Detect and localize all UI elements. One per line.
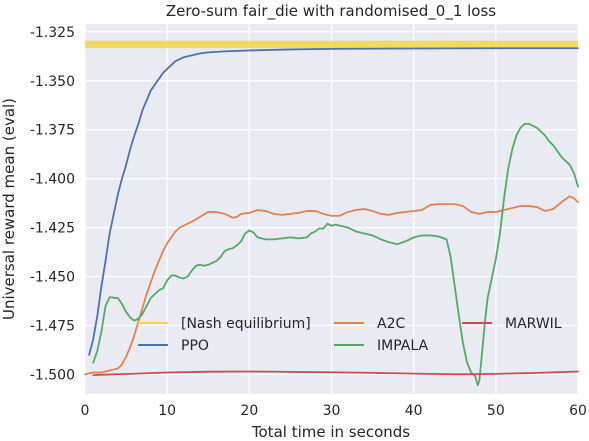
x-tick-label: 10	[158, 403, 176, 419]
y-tick-label: -1.475	[30, 318, 75, 334]
x-axis-label: Total time in seconds	[251, 423, 410, 441]
legend-label: IMPALA	[377, 338, 428, 354]
x-tick-labels: 0 10 20 30 40 50 60	[81, 403, 587, 419]
legend-label: [Nash equilibrium]	[181, 316, 311, 332]
x-tick-label: 20	[240, 403, 258, 419]
nash-equilibrium-band	[85, 40, 578, 49]
y-tick-label: -1.450	[30, 270, 75, 286]
y-tick-label: -1.500	[30, 367, 75, 383]
grid-lines	[84, 24, 579, 394]
legend: [Nash equilibrium] PPO A2C IMPALA MARWIL	[138, 316, 562, 354]
y-tick-label: -1.325	[30, 25, 75, 41]
y-tick-labels: -1.325 -1.350 -1.375 -1.400 -1.425 -1.450 -1.4…	[30, 25, 75, 384]
x-tick-label: 60	[569, 403, 587, 419]
legend-label: MARWIL	[505, 316, 562, 332]
legend-label: PPO	[181, 338, 209, 354]
series-line-marwil	[92, 370, 579, 376]
chart-title: Zero-sum fair_die with randomised_0_1 lo…	[166, 2, 496, 21]
x-tick-label: 40	[405, 403, 423, 419]
x-tick-label: 50	[487, 403, 505, 419]
x-tick-label: 30	[323, 403, 341, 419]
y-tick-label: -1.350	[30, 74, 75, 90]
y-tick-label: -1.375	[30, 123, 75, 139]
series-line-a2c	[84, 195, 579, 376]
y-tick-label: -1.400	[30, 172, 75, 188]
y-axis-label: Universal reward mean (eval)	[0, 98, 18, 320]
series-line-ppo	[88, 47, 579, 356]
x-tick-label: 0	[81, 403, 90, 419]
y-tick-label: -1.425	[30, 221, 75, 237]
legend-label: A2C	[377, 316, 405, 332]
series-lines	[84, 47, 579, 387]
series-line-impala	[92, 122, 579, 387]
nash-band-layer	[85, 40, 578, 49]
